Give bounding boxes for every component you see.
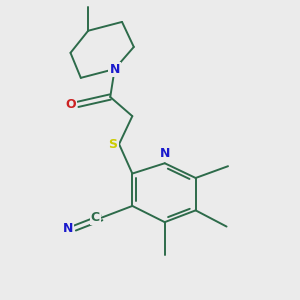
Text: N: N (110, 62, 120, 76)
Text: O: O (66, 98, 76, 111)
Text: N: N (63, 221, 74, 235)
Text: S: S (109, 138, 118, 151)
Text: C: C (91, 211, 100, 224)
Text: N: N (160, 147, 170, 160)
